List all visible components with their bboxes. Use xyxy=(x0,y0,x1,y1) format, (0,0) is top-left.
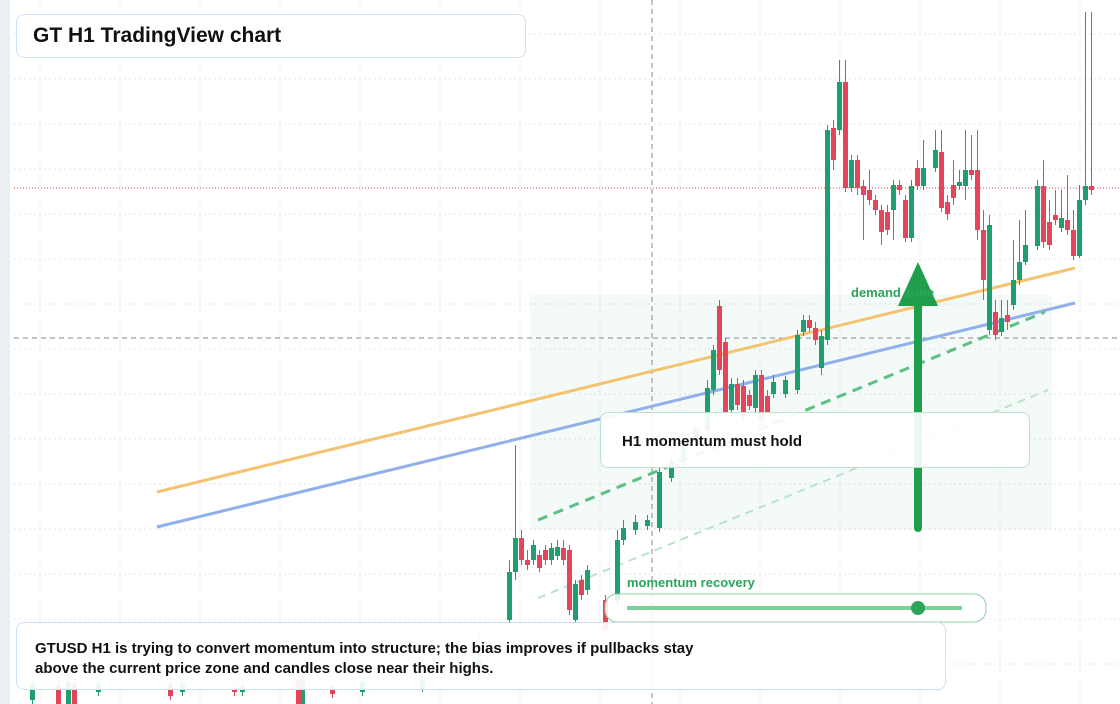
title-box: GT H1 TradingView chart xyxy=(16,14,526,58)
summary-box: GTUSD H1 is trying to convert momentum i… xyxy=(16,622,946,690)
arrow-head xyxy=(898,262,938,306)
indicator-label: momentum recovery xyxy=(627,575,755,590)
summary-text: GTUSD H1 is trying to convert momentum i… xyxy=(35,640,694,677)
left-toolbar-edge xyxy=(0,0,10,704)
zone-label: demand zone xyxy=(851,285,935,300)
trendline-lower xyxy=(537,389,1049,599)
callout-text: H1 momentum must hold xyxy=(622,433,803,450)
title: GT H1 TradingView chart xyxy=(33,24,282,47)
indicator-slider-knob xyxy=(911,601,925,615)
callout-box: H1 momentum must hold xyxy=(600,412,1030,468)
candles xyxy=(30,12,1094,704)
